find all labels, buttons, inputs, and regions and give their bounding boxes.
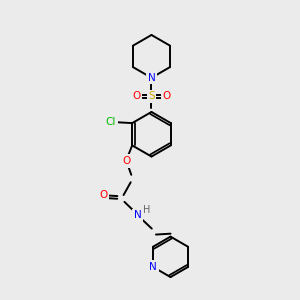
- Text: N: N: [148, 73, 155, 83]
- Text: N: N: [134, 210, 142, 220]
- Text: S: S: [148, 91, 155, 101]
- Text: O: O: [122, 156, 130, 166]
- Text: O: O: [99, 190, 107, 200]
- Text: Cl: Cl: [106, 117, 116, 127]
- Text: O: O: [132, 91, 140, 101]
- Text: N: N: [149, 262, 157, 272]
- Text: H: H: [143, 205, 150, 215]
- Text: O: O: [163, 91, 171, 101]
